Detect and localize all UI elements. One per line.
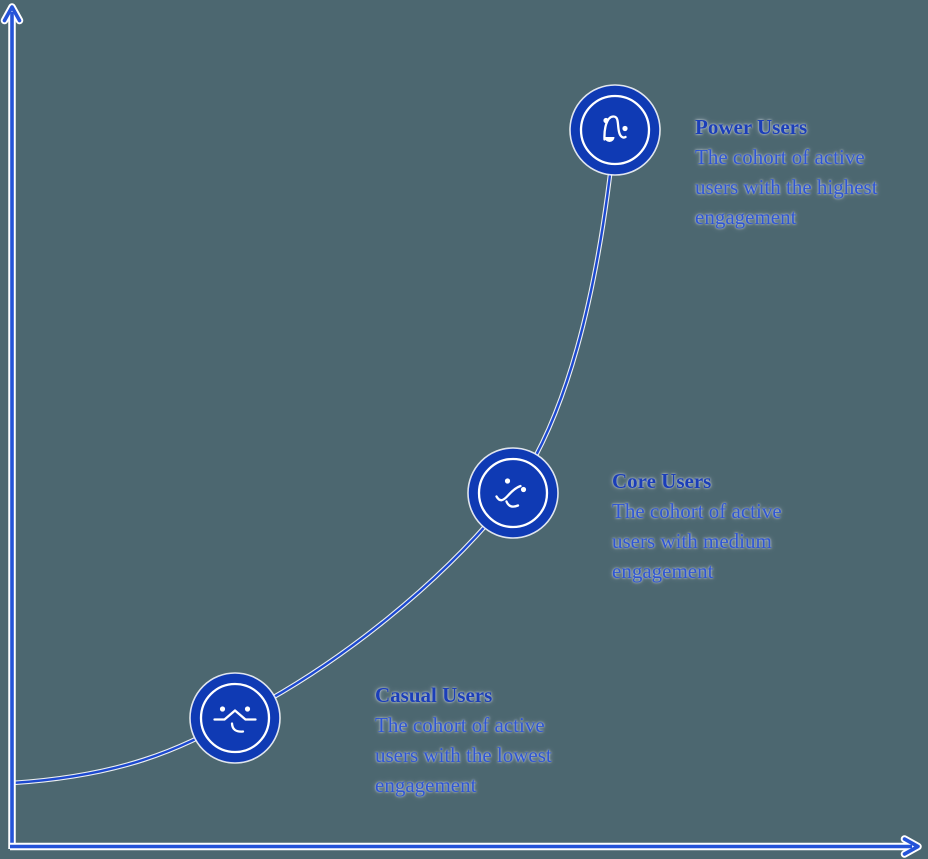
cohort-description-line: The cohort of active — [695, 145, 865, 169]
casual-users-node — [189, 672, 281, 764]
cohort-description-line: users with the lowest — [375, 743, 552, 767]
cohort-description-line: The cohort of active — [612, 499, 782, 523]
core-users-node — [467, 447, 559, 539]
x-axis — [10, 835, 922, 858]
cohort-description-line: users with medium — [612, 529, 772, 553]
cohort-description-line: users with the highest — [695, 175, 878, 199]
casual-face-icon — [199, 682, 271, 754]
power-face-icon — [579, 94, 651, 166]
power-users-node — [569, 84, 661, 176]
cohort-title: Power Users — [695, 115, 808, 139]
casual-users-label: Casual Users The cohort of active users … — [375, 680, 552, 800]
x-axis-arrow-icon — [902, 837, 920, 856]
core-face-icon — [477, 457, 549, 529]
power-users-label: Power Users The cohort of active users w… — [695, 112, 878, 232]
cohort-title: Core Users — [612, 469, 712, 493]
y-axis-arrow-icon — [2, 5, 22, 23]
cohort-description-line: The cohort of active — [375, 713, 545, 737]
growth-curve — [11, 129, 618, 786]
y-axis — [0, 3, 24, 849]
cohort-description-line: engagement — [375, 773, 477, 797]
cohort-description-line: engagement — [695, 205, 797, 229]
core-users-label: Core Users The cohort of active users wi… — [612, 466, 782, 586]
cohort-title: Casual Users — [375, 683, 493, 707]
cohort-description-line: engagement — [612, 559, 714, 583]
